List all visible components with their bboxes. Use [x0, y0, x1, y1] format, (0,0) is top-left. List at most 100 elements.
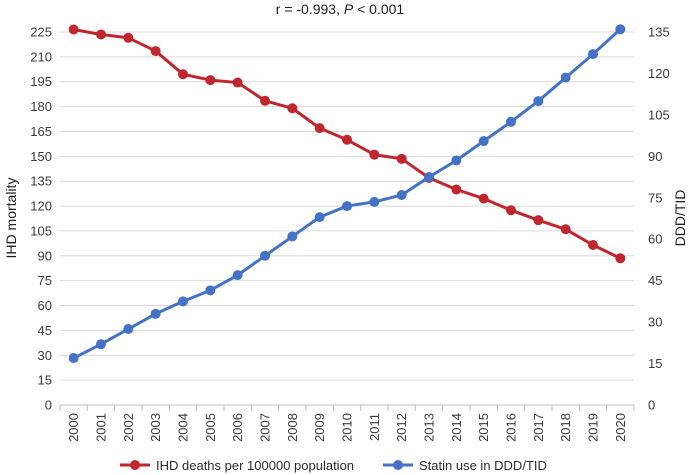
- ihd-data-point: [287, 103, 298, 114]
- ihd-data-point: [150, 46, 161, 57]
- statin-data-point: [615, 24, 626, 35]
- x-tick-label: 2000: [66, 413, 81, 442]
- statin-data-point: [451, 155, 462, 166]
- legend-label-ihd: IHD deaths per 100000 population: [156, 458, 354, 473]
- left-tick-label: 45: [38, 323, 52, 338]
- left-tick-label: 15: [38, 373, 52, 388]
- x-tick-label: 2015: [476, 413, 491, 442]
- x-tick-label: 2017: [531, 413, 546, 442]
- ihd-data-point: [260, 95, 270, 106]
- left-tick-label: 210: [30, 49, 52, 64]
- ihd-data-point: [369, 149, 380, 160]
- left-tick-label: 195: [30, 74, 52, 89]
- left-tick-label: 105: [30, 223, 52, 238]
- ihd-data-point: [615, 253, 626, 264]
- x-tick-label: 2008: [285, 413, 300, 442]
- x-tick-label: 2002: [121, 413, 136, 442]
- ihd-data-point: [96, 29, 106, 40]
- legend-marker-statin: [393, 460, 403, 470]
- ihd-data-point: [123, 32, 134, 43]
- right-tick-label: 120: [648, 66, 670, 81]
- x-tick-label: 2018: [558, 413, 573, 442]
- statin-data-point: [424, 172, 434, 183]
- statin-data-point: [396, 190, 407, 201]
- right-y-axis-ticks: 0 15 30 45 60 75 90 105 120 135: [648, 25, 670, 413]
- statin-series-line: [72, 28, 622, 360]
- x-tick-label: 2001: [94, 413, 109, 442]
- left-axis-title: IHD mortality: [3, 178, 19, 259]
- right-tick-label: 90: [648, 149, 662, 164]
- left-y-axis-ticks: 0 15 30 45 60 75 90 105 120 135 150 165 180 195 210 225: [30, 25, 52, 413]
- statin-data-point: [96, 339, 106, 350]
- right-tick-label: 60: [648, 232, 662, 247]
- right-axis-title: DDD/TID: [672, 190, 688, 247]
- ihd-data-point: [232, 77, 243, 88]
- ihd-data-point: [451, 184, 462, 195]
- ihd-data-point: [588, 240, 598, 251]
- left-tick-label: 120: [30, 199, 52, 214]
- ihd-data-point: [396, 153, 407, 164]
- statin-data-point: [588, 49, 598, 60]
- left-tick-label: 180: [30, 99, 52, 114]
- x-tick-label: 2013: [422, 413, 437, 442]
- legend: IHD deaths per 100000 population Statin …: [120, 458, 547, 473]
- right-tick-label: 0: [648, 398, 655, 413]
- right-tick-label: 75: [648, 190, 662, 205]
- left-tick-label: 30: [38, 348, 52, 363]
- legend-label-statin: Statin use in DDD/TID: [419, 458, 547, 473]
- x-tick-label: 2014: [449, 413, 464, 442]
- ihd-data-point: [342, 134, 352, 145]
- ihd-data-point: [533, 215, 544, 226]
- ihd-data-point: [314, 123, 325, 134]
- left-tick-label: 150: [30, 149, 52, 164]
- x-tick-label: 2005: [203, 413, 218, 442]
- statin-data-point: [314, 212, 325, 223]
- left-tick-label: 90: [38, 248, 52, 263]
- left-tick-label: 60: [38, 298, 52, 313]
- left-tick-label: 0: [45, 398, 52, 413]
- legend-marker-ihd: [130, 460, 140, 470]
- ihd-data-point: [506, 205, 516, 216]
- statin-data-point: [506, 116, 516, 127]
- x-tick-label: 2009: [312, 413, 327, 442]
- statin-data-point: [178, 296, 188, 307]
- statin-data-point: [68, 353, 79, 364]
- x-tick-label: 2020: [613, 413, 628, 442]
- x-tick-label: 2016: [504, 413, 519, 442]
- right-tick-label: 135: [648, 25, 670, 40]
- x-tick-label: 2003: [148, 413, 163, 442]
- x-tick-label: 2012: [394, 413, 409, 442]
- gridlines: [60, 31, 634, 406]
- x-tick-label: 2011: [367, 413, 382, 441]
- statin-data-point: [560, 72, 571, 83]
- x-tick-label: 2006: [230, 413, 245, 442]
- right-tick-label: 45: [648, 273, 662, 288]
- statin-data-point: [287, 231, 298, 242]
- left-tick-label: 135: [30, 174, 52, 189]
- x-axis-ticks: 2000 2001 2002 2003 2004 2005 2006 2007 2008 2009…: [59, 405, 635, 442]
- ihd-data-point: [478, 193, 489, 204]
- left-tick-label: 165: [30, 124, 52, 139]
- statin-data-point: [342, 201, 352, 212]
- statin-data-point: [232, 270, 243, 281]
- statin-data-point: [369, 196, 380, 207]
- statin-data-point: [123, 324, 134, 335]
- ihd-data-point: [178, 69, 188, 80]
- left-tick-label: 75: [38, 273, 52, 288]
- x-tick-label: 2019: [586, 413, 601, 442]
- ihd-data-point: [205, 75, 216, 86]
- x-tick-label: 2004: [176, 413, 191, 442]
- statin-data-point: [150, 308, 161, 319]
- statin-data-point: [260, 250, 270, 261]
- ihd-data-point: [560, 224, 571, 235]
- x-tick-label: 2007: [258, 413, 273, 442]
- right-tick-label: 30: [648, 315, 662, 330]
- left-tick-label: 225: [30, 25, 52, 40]
- statin-data-point: [205, 285, 216, 296]
- statin-data-point: [533, 96, 544, 107]
- ihd-data-point: [68, 24, 79, 35]
- series-layer: [68, 24, 626, 364]
- statin-data-point: [478, 136, 489, 147]
- right-tick-label: 15: [648, 356, 662, 371]
